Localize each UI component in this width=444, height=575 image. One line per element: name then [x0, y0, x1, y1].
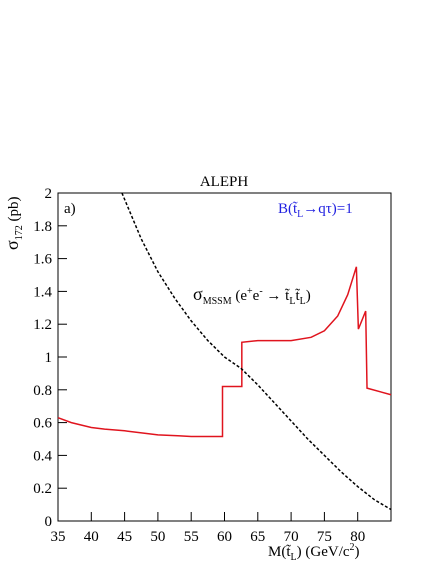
- text: 2: [350, 542, 355, 553]
- text: ): [355, 544, 360, 560]
- text: -: [259, 286, 262, 297]
- y-tick-label: 1.6: [33, 252, 52, 268]
- y-tick-label: 0: [45, 514, 53, 530]
- text: →qτ)=1: [303, 201, 352, 217]
- chart-title: ALEPH: [200, 174, 249, 190]
- text: L: [297, 209, 303, 220]
- text: ): [306, 288, 311, 304]
- text: L: [291, 552, 297, 563]
- branching-label: B(t̃L→qτ)=1: [278, 201, 353, 220]
- text: L: [289, 296, 295, 307]
- x-tick-label: 80: [350, 529, 365, 545]
- text: 172: [14, 225, 25, 240]
- text: (e: [232, 288, 248, 304]
- x-tick-label: 45: [117, 529, 132, 545]
- text: L: [300, 296, 306, 307]
- y-tick-label: 1: [45, 350, 53, 366]
- x-tick-label: 55: [184, 529, 199, 545]
- text: B(: [278, 201, 293, 217]
- text: t̃: [286, 544, 291, 560]
- x-tick-label: 50: [150, 529, 165, 545]
- text: t̃: [293, 201, 298, 217]
- y-tick-label: 1.4: [33, 284, 52, 300]
- y-tick-label: 0.2: [33, 481, 52, 497]
- y-tick-label: 1.8: [33, 219, 52, 235]
- y-tick-label: 0.4: [33, 448, 52, 464]
- annotation: σMSSM (e+e- → t̃Lt̃L): [193, 284, 311, 307]
- text: σ: [193, 284, 203, 304]
- x-tick-label: 70: [284, 529, 299, 545]
- text: MSSM: [203, 296, 232, 307]
- text: e: [253, 288, 260, 304]
- y-tick-label: 0.8: [33, 383, 52, 399]
- y-tick-label: 0.6: [33, 416, 52, 432]
- text: (pb): [6, 197, 22, 226]
- x-tick-label: 65: [250, 529, 265, 545]
- y-axis-label: σ172 (pb): [2, 197, 25, 250]
- y-tick-label: 2: [45, 186, 53, 202]
- panel-label: a): [64, 201, 76, 217]
- y-tick-label: 1.2: [33, 317, 52, 333]
- text: ) (GeV/c: [297, 544, 350, 560]
- series-line: [57, 266, 392, 438]
- x-tick-label: 40: [84, 529, 99, 545]
- x-tick-label: 60: [217, 529, 232, 545]
- x-tick-label: 75: [317, 529, 332, 545]
- x-axis-label: M(t̃L) (GeV/c2): [268, 542, 360, 563]
- x-tick-label: 35: [51, 529, 66, 545]
- series-line: [121, 192, 392, 511]
- text: M(: [268, 544, 286, 560]
- text: → t̃: [263, 288, 291, 304]
- text: t̃: [295, 288, 300, 304]
- text: σ: [2, 240, 22, 250]
- text: +: [247, 286, 253, 297]
